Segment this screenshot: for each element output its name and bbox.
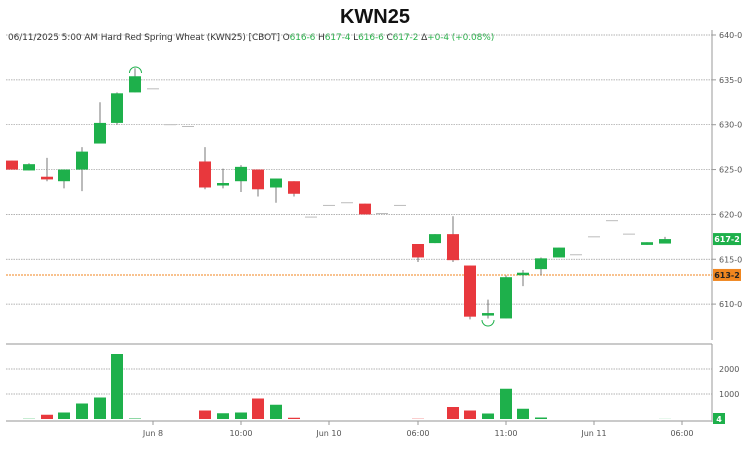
- info-change-value: +0-4 (+0.08%): [427, 33, 495, 43]
- price-axis-label: 635-0: [719, 76, 742, 85]
- price-axis-label: 640-0: [719, 31, 742, 40]
- price-gridlines: [6, 34, 716, 305]
- info-low-label: L: [353, 33, 359, 43]
- time-axis-label: 10:00: [229, 429, 252, 438]
- info-high-value: 617-4: [324, 33, 351, 43]
- info-datetime: 06/11/2025 5:00 AM: [8, 33, 98, 43]
- info-low-value: 616-6: [358, 33, 384, 43]
- time-axis-label: Jun 10: [315, 429, 341, 438]
- info-high-label: H: [318, 33, 325, 43]
- time-axis-label: 06:00: [406, 429, 429, 438]
- volume-gridlines: [6, 368, 712, 395]
- time-axis-label: Jun 8: [142, 429, 163, 438]
- info-open-value: 616-6: [289, 33, 316, 43]
- volume-axis-label: 1000: [719, 390, 739, 399]
- volume-bars: [23, 354, 671, 419]
- chart-title: KWN25: [339, 6, 410, 28]
- ohlc-info-bar: 06/11/2025 5:00 AM Hard Red Spring Wheat…: [8, 33, 494, 43]
- time-axis-label: Jun 11: [580, 429, 606, 438]
- svg-text:617-2: 617-2: [714, 235, 740, 244]
- ref-price-tag: 613-2: [713, 268, 741, 281]
- low-marker-icon: [481, 319, 495, 327]
- svg-text:4: 4: [716, 415, 722, 424]
- info-open-label: O: [282, 33, 290, 43]
- high-marker-icon: [129, 66, 142, 74]
- svg-text:613-2: 613-2: [714, 271, 740, 280]
- candles: [6, 68, 671, 320]
- time-axis-label: 11:00: [494, 429, 517, 438]
- info-instrument: Hard Red Spring Wheat (KWN25) [CBOT]: [100, 33, 280, 43]
- info-change-label: Δ: [421, 33, 428, 43]
- price-axis-labels: 640-0 635-0 630-0 625-0 620-0 615-0 610-0: [719, 31, 742, 309]
- volume-axis-labels: 2000 1000: [719, 365, 739, 399]
- info-close-value: 617-2: [392, 33, 419, 43]
- price-axis-label: 615-0: [719, 255, 742, 264]
- last-price-tag: 617-2: [713, 233, 741, 246]
- price-axis-label: 610-0: [719, 300, 742, 309]
- price-axis-label: 630-0: [719, 121, 742, 130]
- last-volume-tag: 4: [713, 413, 725, 424]
- price-axis-label: 625-0: [719, 166, 742, 175]
- price-axis-label: 620-0: [719, 210, 742, 219]
- time-axis-label: 06:00: [670, 429, 693, 438]
- volume-axis-label: 2000: [719, 365, 739, 374]
- info-close-label: C: [386, 33, 393, 43]
- time-axis-labels: Jun 8 10:00 Jun 10 06:00 11:00 Jun 11 06:00: [142, 421, 694, 438]
